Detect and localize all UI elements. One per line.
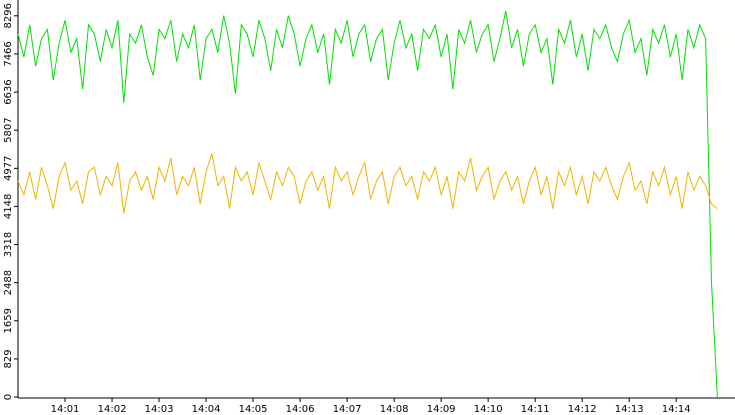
- x-tick-label: 14:01: [51, 404, 80, 415]
- x-tick-label: 14:13: [615, 404, 644, 415]
- y-tick-label: 829: [3, 349, 14, 368]
- series-line: [17, 10, 718, 398]
- x-tick-label: 14:10: [474, 404, 503, 415]
- x-tick-label: 14:02: [98, 404, 127, 415]
- x-tick-label: 14:07: [333, 404, 362, 415]
- series-line: [17, 153, 718, 214]
- x-tick-label: 14:03: [145, 404, 174, 415]
- y-tick-label: 5807: [3, 117, 14, 142]
- x-tick-label: 14:12: [568, 404, 597, 415]
- y-tick-label: 1659: [3, 308, 14, 333]
- x-tick-label: 14:05: [239, 404, 268, 415]
- x-tick-label: 14:04: [192, 404, 221, 415]
- x-tick-label: 14:06: [286, 404, 315, 415]
- y-tick-label: 8296: [3, 3, 14, 28]
- y-tick-label: 0: [3, 394, 14, 400]
- x-tick-label: 14:08: [380, 404, 409, 415]
- y-tick-label: 4977: [3, 156, 14, 181]
- y-tick-label: 3318: [3, 232, 14, 257]
- y-tick-label: 2488: [3, 270, 14, 295]
- x-tick-label: 14:09: [427, 404, 456, 415]
- x-tick-label: 14:14: [662, 404, 691, 415]
- y-tick-label: 6636: [3, 79, 14, 104]
- y-tick-label: 4148: [3, 194, 14, 219]
- y-tick-label: 7466: [3, 41, 14, 66]
- x-tick-label: 14:11: [521, 404, 550, 415]
